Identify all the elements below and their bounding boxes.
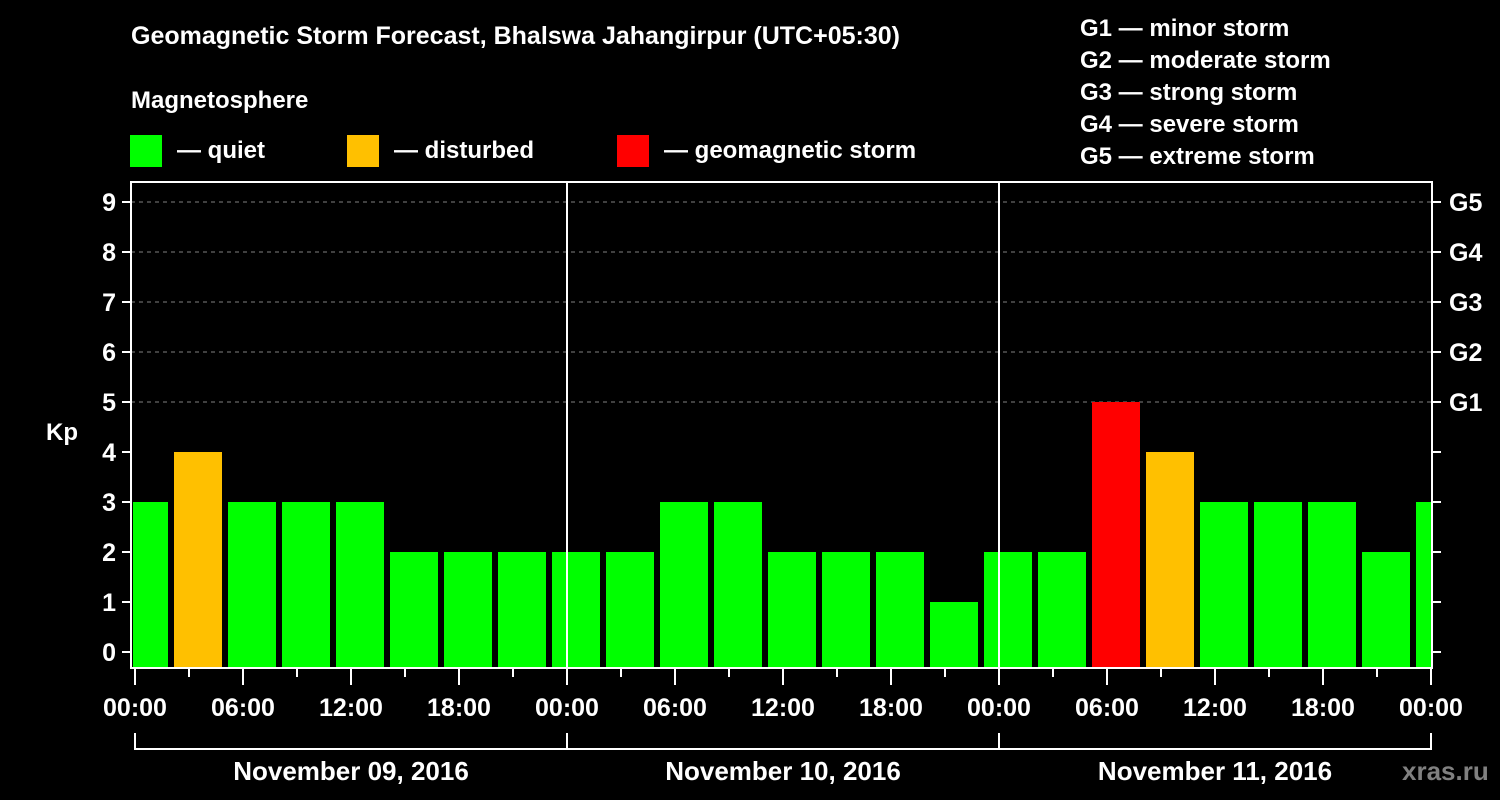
y-tick-label: 2 bbox=[102, 539, 116, 567]
day-label: November 10, 2016 bbox=[665, 756, 901, 786]
x-tick-label: 18:00 bbox=[1291, 694, 1355, 722]
legend-title: Magnetosphere bbox=[131, 87, 309, 114]
y-tick-label: 8 bbox=[102, 239, 116, 267]
kp-bar bbox=[822, 552, 870, 667]
quiet-swatch bbox=[130, 135, 162, 167]
kp-bar bbox=[1362, 552, 1410, 667]
kp-bar bbox=[390, 552, 438, 667]
kp-bar bbox=[984, 552, 1032, 667]
bars bbox=[133, 402, 1431, 667]
y-tick-label: 7 bbox=[102, 289, 116, 317]
g-scale-label: G5 bbox=[1449, 189, 1482, 217]
gridlines bbox=[131, 201, 1432, 403]
kp-bar bbox=[174, 452, 222, 667]
kp-bar bbox=[876, 552, 924, 667]
kp-bar bbox=[930, 602, 978, 667]
legend-disturbed: — disturbed bbox=[347, 135, 534, 167]
kp-bar bbox=[1416, 502, 1431, 667]
x-tick-label: 00:00 bbox=[535, 694, 599, 722]
kp-bar bbox=[1092, 402, 1140, 667]
x-tick-label: 12:00 bbox=[751, 694, 815, 722]
kp-bar bbox=[1200, 502, 1248, 667]
y-tick-label: 1 bbox=[102, 589, 116, 617]
x-tick-label: 12:00 bbox=[1183, 694, 1247, 722]
y-tick-label: 4 bbox=[102, 439, 116, 467]
g-scale-label: G3 bbox=[1449, 289, 1482, 317]
x-tick-label: 00:00 bbox=[1399, 694, 1463, 722]
kp-bar bbox=[336, 502, 384, 667]
g-legend-item: G5 — extreme storm bbox=[1080, 143, 1315, 170]
x-tick-label: 18:00 bbox=[427, 694, 491, 722]
kp-bar bbox=[714, 502, 762, 667]
legend-storm: — geomagnetic storm bbox=[617, 135, 916, 167]
x-tick-label: 00:00 bbox=[967, 694, 1031, 722]
legend-label: — quiet bbox=[177, 137, 265, 164]
x-tick-label: 06:00 bbox=[1075, 694, 1139, 722]
y-tick-label: 5 bbox=[102, 389, 116, 417]
kp-bar bbox=[768, 552, 816, 667]
x-tick-label: 18:00 bbox=[859, 694, 923, 722]
x-tick-label: 06:00 bbox=[643, 694, 707, 722]
kp-bar bbox=[1308, 502, 1356, 667]
storm-swatch bbox=[617, 135, 649, 167]
kp-bar bbox=[552, 552, 600, 667]
kp-bar bbox=[606, 552, 654, 667]
y-tick-label: 6 bbox=[102, 339, 116, 367]
y-tick-label: 3 bbox=[102, 489, 116, 517]
kp-bar bbox=[660, 502, 708, 667]
day-label: November 11, 2016 bbox=[1098, 756, 1332, 786]
disturbed-swatch bbox=[347, 135, 379, 167]
kp-bar bbox=[444, 552, 492, 667]
x-tick-label: 06:00 bbox=[211, 694, 275, 722]
kp-bar bbox=[1146, 452, 1194, 667]
kp-bar bbox=[1038, 552, 1086, 667]
g-scale-label: G4 bbox=[1449, 239, 1482, 267]
y-tick-label: 9 bbox=[102, 189, 116, 217]
x-tick-label: 12:00 bbox=[319, 694, 383, 722]
plot-frame bbox=[130, 181, 1433, 669]
kp-bar bbox=[228, 502, 276, 667]
legend-quiet: — quiet bbox=[130, 135, 265, 167]
g-legend-item: G1 — minor storm bbox=[1080, 15, 1290, 42]
axes: 0 1 2 3 4 5 6 7 8 9 G1 G2 G3 G4 G5 00:00 06:00 12:00 18:00… bbox=[102, 181, 1482, 786]
legend-label: — geomagnetic storm bbox=[664, 137, 917, 164]
g-scale-label: G2 bbox=[1449, 339, 1482, 367]
watermark: xras.ru bbox=[1402, 756, 1489, 786]
chart-title: Geomagnetic Storm Forecast, Bhalswa Jaha… bbox=[131, 22, 900, 50]
g-scale-label: G1 bbox=[1449, 389, 1482, 417]
kp-bar bbox=[282, 502, 330, 667]
x-tick-label: 00:00 bbox=[103, 694, 167, 722]
y-axis-label: Kp bbox=[46, 419, 78, 446]
kp-bar bbox=[1254, 502, 1302, 667]
day-label: November 09, 2016 bbox=[233, 756, 469, 786]
kp-bar bbox=[498, 552, 546, 667]
kp-bar bbox=[133, 502, 168, 667]
legend-label: — disturbed bbox=[394, 137, 535, 164]
y-tick-label: 0 bbox=[102, 639, 116, 667]
g-legend-item: G3 — strong storm bbox=[1080, 79, 1298, 106]
g-legend-item: G4 — severe storm bbox=[1080, 111, 1299, 138]
g-legend-item: G2 — moderate storm bbox=[1080, 47, 1331, 74]
